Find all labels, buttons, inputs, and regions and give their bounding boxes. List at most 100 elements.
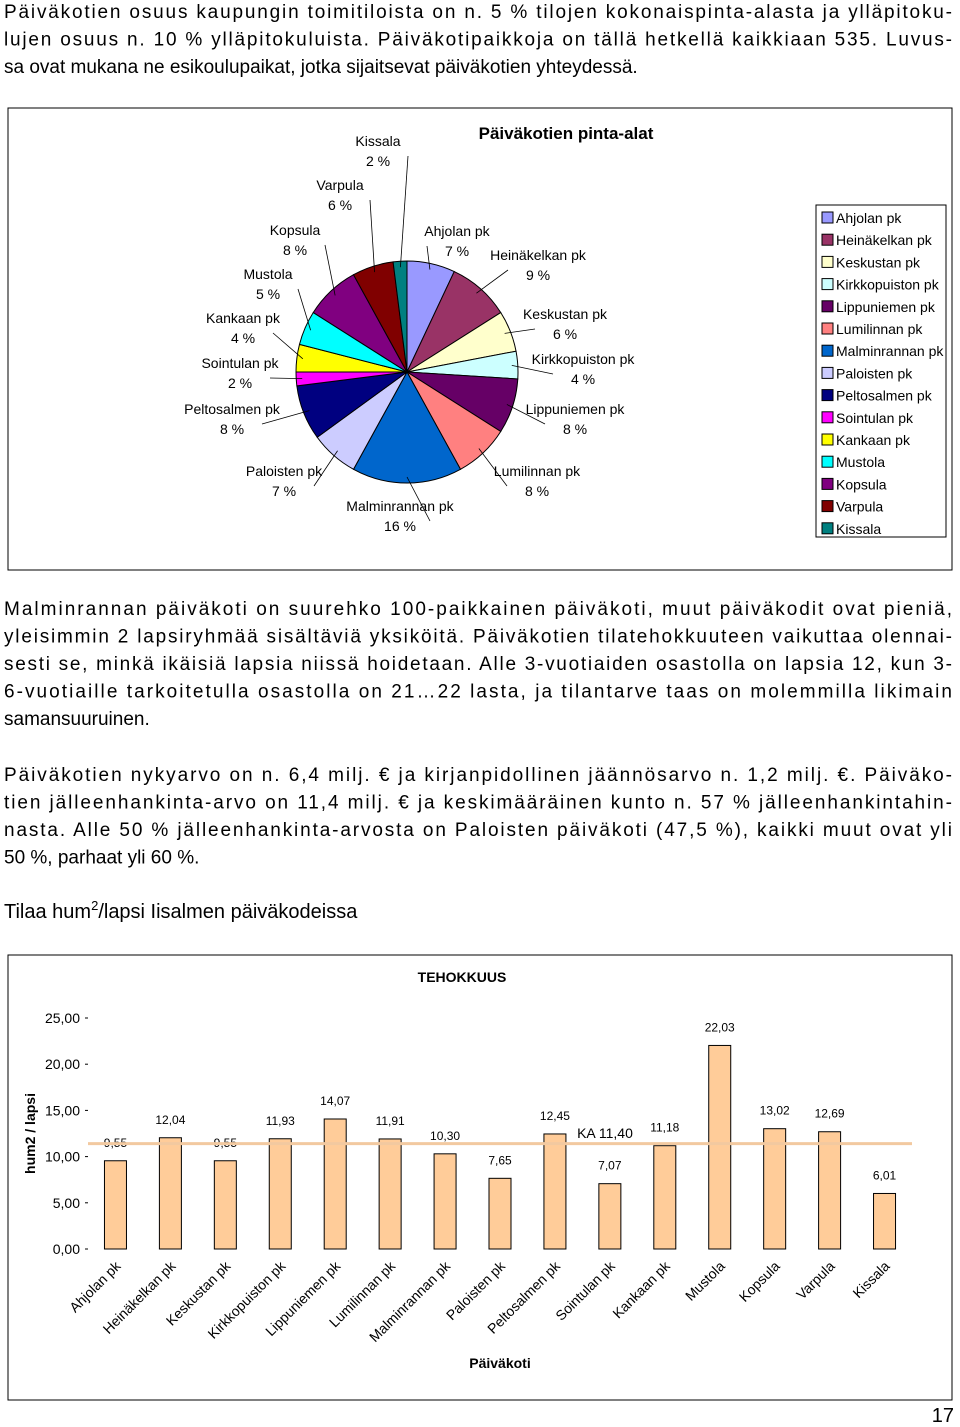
legend-label: Sointulan pk	[836, 410, 914, 426]
leader-line	[313, 450, 338, 487]
x-tick-label: Kissala	[849, 1258, 892, 1301]
legend-label: Kissala	[836, 521, 881, 537]
bar	[268, 1138, 292, 1250]
bar	[213, 1160, 237, 1250]
slice-label: Mustola	[243, 266, 292, 282]
heading-rest: /lapsi Iisalmen päiväkodeissa	[98, 901, 358, 923]
slice-label: Paloisten pk	[246, 463, 323, 479]
x-tick-label: Varpula	[793, 1258, 838, 1303]
legend-swatch	[821, 455, 834, 468]
legend-swatch	[821, 255, 834, 268]
slice-label: Lippuniemen pk	[526, 401, 626, 417]
legend-label: Kankaan pk	[836, 432, 911, 448]
leader-line	[504, 328, 536, 334]
y-axis-title: hum2 / lapsi	[22, 1093, 38, 1174]
legend-label: Peltosalmen pk	[836, 388, 933, 404]
slice-label: Kirkkopuiston pk	[532, 351, 636, 367]
value-label: 11,91	[376, 1114, 405, 1128]
pie-slice	[392, 260, 408, 373]
text-line: sa ovat mukana ne esikoulupaikat, jotka …	[4, 57, 638, 78]
legend-swatch	[821, 366, 834, 379]
slice-label: Kankaan pk	[206, 310, 281, 326]
legend-label: Paloisten pk	[836, 365, 913, 381]
slice-value-label: 5 %	[256, 286, 280, 302]
text-line: 50 %, parhaat yli 60 %.	[4, 848, 199, 869]
slice-label: Peltosalmen pk	[184, 401, 281, 417]
slice-value-label: 2 %	[366, 153, 390, 169]
legend-swatch	[821, 411, 834, 424]
value-label: 22,03	[705, 1020, 735, 1034]
bar	[433, 1153, 457, 1250]
legend-swatch	[821, 477, 834, 490]
slice-value-label: 16 %	[384, 518, 416, 534]
heading-sup: 2	[91, 898, 98, 913]
text-line: sesti se, minkä ikäisiä lapsia niissä ho…	[4, 654, 952, 675]
x-tick-label: Sointulan pk	[552, 1257, 619, 1324]
slice-label: Lumilinnan pk	[494, 463, 581, 479]
y-tick-label: 0,00	[53, 1241, 80, 1257]
leader-line	[511, 365, 554, 375]
legend-swatch	[821, 233, 834, 246]
legend-swatch	[821, 300, 834, 313]
slice-value-label: 7 %	[272, 483, 296, 499]
heading: Tilaa hum2/lapsi Iisalmen päiväkodeissa	[4, 898, 358, 923]
slice-label: Varpula	[316, 177, 363, 193]
slice-label: Keskustan pk	[523, 306, 608, 322]
text-line: nasta. Alle 50 % jälleenhankinta-arvosta…	[4, 820, 952, 841]
y-tick-label: 20,00	[45, 1056, 80, 1072]
bar	[158, 1137, 182, 1250]
bar	[378, 1138, 402, 1250]
chart-title: TEHOKKUUS	[418, 969, 507, 985]
legend-swatch	[821, 389, 834, 402]
legend-label: Ahjolan pk	[836, 210, 902, 226]
bar	[103, 1160, 127, 1250]
bar	[488, 1177, 512, 1250]
value-label: 12,04	[155, 1113, 185, 1127]
slice-label: Heinäkelkan pk	[490, 247, 587, 263]
leader-line	[478, 448, 508, 487]
text-line: yleisimmin 2 lapsiryhmää sisältäviä yksi…	[4, 627, 952, 648]
slice-label: Ahjolan pk	[424, 223, 490, 239]
text-line: Malminrannan päiväkoti on suurehko 100-p…	[4, 599, 952, 620]
value-label: 7,07	[598, 1159, 622, 1173]
legend-swatch	[821, 344, 834, 357]
leader-line	[506, 404, 546, 425]
leader-line	[297, 288, 312, 331]
x-tick-label: Mustola	[682, 1258, 728, 1304]
value-label: 13,02	[760, 1104, 790, 1118]
legend-label: Keskustan pk	[836, 254, 921, 270]
y-tick-label: 10,00	[45, 1149, 80, 1165]
bar	[873, 1192, 897, 1250]
legend-label: Lumilinnan pk	[836, 321, 923, 337]
value-label: 7,65	[488, 1153, 512, 1167]
slice-value-label: 8 %	[220, 421, 244, 437]
text-line: 6-vuotiaille tarkoitetulla osastolla on …	[4, 682, 952, 703]
legend-swatch	[821, 500, 834, 513]
bar	[763, 1128, 787, 1250]
slice-value-label: 4 %	[571, 371, 595, 387]
bar	[543, 1133, 567, 1250]
legend-box	[815, 204, 947, 538]
x-tick-label: Kankaan pk	[609, 1257, 673, 1321]
slice-value-label: 8 %	[283, 242, 307, 258]
slice-value-label: 9 %	[526, 267, 550, 283]
legend-label: Mustola	[836, 454, 885, 470]
bar-chart-frame	[7, 954, 953, 1401]
value-label: 11,93	[266, 1114, 295, 1128]
text-line: Päiväkotien osuus kaupungin toimitiloist…	[4, 2, 952, 23]
slice-value-label: 2 %	[228, 375, 252, 391]
leader-line	[272, 332, 304, 360]
pie-slice	[352, 370, 462, 484]
leader-line	[369, 199, 375, 273]
value-label: 12,45	[540, 1109, 570, 1123]
heading-text: Tilaa hum	[4, 901, 91, 923]
leader-line	[400, 155, 409, 268]
slice-value-label: 4 %	[231, 330, 255, 346]
legend-label: Kirkkopuiston pk	[836, 277, 940, 293]
slice-label: Kopsula	[270, 222, 321, 238]
bar	[818, 1131, 842, 1250]
x-tick-label: Kopsula	[736, 1258, 783, 1305]
legend-swatch	[821, 433, 834, 446]
x-tick-label: Ahjolan pk	[66, 1257, 124, 1315]
page-number: 17	[932, 1405, 954, 1427]
